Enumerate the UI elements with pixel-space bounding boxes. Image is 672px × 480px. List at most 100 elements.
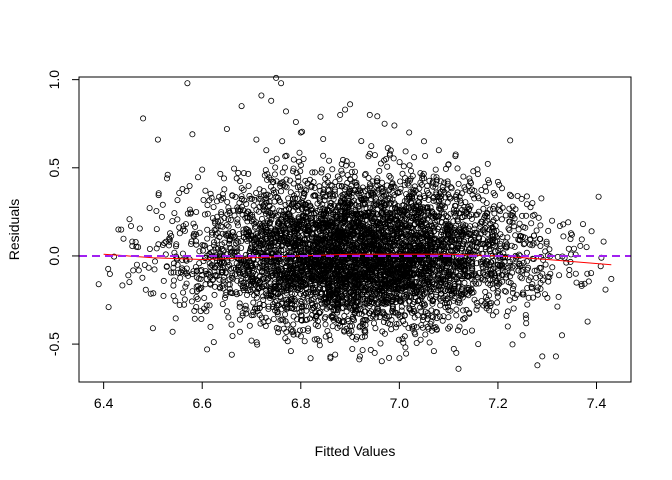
scatter-point [191, 307, 198, 314]
scatter-point [290, 321, 297, 328]
scatter-point [236, 316, 243, 323]
scatter-point [490, 205, 497, 212]
scatter-point [210, 276, 217, 283]
scatter-point [424, 190, 431, 197]
scatter-point [246, 322, 253, 329]
scatter-point [509, 289, 516, 296]
scatter-point [238, 193, 245, 200]
scatter-point [473, 306, 480, 313]
scatter-point [339, 170, 346, 177]
scatter-point [537, 242, 544, 249]
scatter-point [129, 238, 136, 245]
scatter-point [273, 324, 280, 331]
scatter-point [171, 210, 178, 217]
scatter-point [406, 162, 413, 169]
scatter-point [235, 169, 242, 176]
scatter-point [465, 182, 472, 189]
scatter-point [519, 212, 526, 219]
scatter-point [287, 189, 294, 196]
scatter-point [133, 261, 140, 268]
scatter-point [424, 323, 431, 330]
scatter-point [344, 179, 351, 186]
scatter-point [260, 319, 267, 326]
scatter-point [566, 266, 573, 273]
scatter-point [380, 318, 387, 325]
scatter-point [320, 152, 327, 159]
scatter-point [234, 216, 241, 223]
scatter-point [401, 312, 408, 319]
scatter-point [170, 292, 177, 299]
scatter-point [120, 235, 127, 242]
scatter-point [311, 169, 318, 176]
scatter-point [518, 268, 525, 275]
scatter-point [282, 201, 289, 208]
scatter-point [211, 291, 218, 298]
scatter-point [588, 270, 595, 277]
scatter-point [170, 282, 177, 289]
scatter-point [186, 182, 193, 189]
scatter-point [523, 212, 530, 219]
scatter-point [508, 193, 515, 200]
scatter-point [345, 303, 352, 310]
scatter-point [402, 344, 409, 351]
scatter-point [290, 165, 297, 172]
scatter-point [417, 336, 424, 343]
scatter-point [542, 291, 549, 298]
scatter-point [169, 218, 176, 225]
scatter-point [173, 241, 180, 248]
scatter-point [262, 322, 269, 329]
scatter-point [530, 232, 537, 239]
scatter-point [370, 320, 377, 327]
scatter-point [431, 227, 438, 234]
scatter-point [361, 171, 368, 178]
scatter-point [362, 288, 369, 295]
scatter-point [489, 312, 496, 319]
scatter-point [398, 307, 405, 314]
scatter-point [422, 331, 429, 338]
scatter-point [349, 345, 356, 352]
scatter-point [507, 137, 514, 144]
scatter-point [225, 204, 232, 211]
scatter-point [524, 201, 531, 208]
scatter-point [400, 163, 407, 170]
scatter-point [544, 294, 551, 301]
scatter-point [160, 292, 167, 299]
scatter-point [383, 313, 390, 320]
scatter-point [200, 196, 207, 203]
scatter-point [454, 165, 461, 172]
scatter-point [105, 265, 112, 272]
scatter-point [232, 193, 239, 200]
scatter-point [407, 167, 414, 174]
scatter-point [595, 193, 602, 200]
scatter-point [256, 301, 263, 308]
scatter-point [247, 211, 254, 218]
scatter-point [424, 182, 431, 189]
scatter-point [193, 303, 200, 310]
scatter-point [529, 281, 536, 288]
scatter-point [317, 204, 324, 211]
scatter-point [155, 241, 162, 248]
scatter-point [279, 138, 286, 145]
scatter-point [468, 327, 475, 334]
scatter-point [348, 168, 355, 175]
scatter-point [426, 288, 433, 295]
scatter-point [490, 189, 497, 196]
scatter-point [393, 321, 400, 328]
scatter-point [450, 345, 457, 352]
scatter-point [497, 208, 504, 215]
scatter-point [527, 236, 534, 243]
scatter-point [545, 227, 552, 234]
scatter-point [338, 160, 345, 167]
scatter-point [560, 221, 567, 228]
scatter-point [445, 314, 452, 321]
scatter-point [177, 274, 184, 281]
scatter-point [378, 358, 385, 365]
scatter-point [290, 192, 297, 199]
scatter-point [245, 182, 252, 189]
scatter-point [183, 280, 190, 287]
scatter-point [517, 273, 524, 280]
scatter-point [163, 263, 170, 270]
scatter-point [127, 222, 134, 229]
scatter-point [206, 302, 213, 309]
